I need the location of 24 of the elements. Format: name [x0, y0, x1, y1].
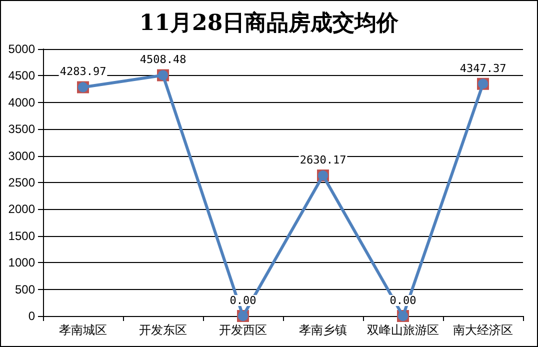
y-tick-label: 5000 [8, 42, 36, 56]
chart-title: 11月28日商品房成交均价 [139, 10, 400, 36]
y-tick-label: 2000 [8, 202, 36, 216]
x-tick-label: 孝南乡镇 [299, 323, 347, 337]
y-tick-label: 4000 [8, 95, 36, 110]
x-tick-label: 开发东区 [139, 323, 187, 337]
data-label: 4347.37 [460, 62, 506, 75]
data-label: 4283.97 [60, 65, 106, 78]
data-label: 0.00 [230, 294, 256, 307]
x-tick-label: 孝南城区 [59, 323, 107, 337]
data-label: 2630.17 [300, 154, 346, 167]
y-tick-label: 2500 [8, 176, 36, 190]
y-tick-label: 1000 [8, 256, 36, 270]
data-label: 0.00 [390, 294, 416, 307]
data-label: 4508.48 [140, 53, 186, 66]
x-tick-label: 双峰山旅游区 [367, 323, 439, 337]
y-tick-label: 4500 [8, 68, 36, 83]
y-tick-label: 0 [28, 309, 36, 323]
x-tick-label: 南大经济区 [453, 323, 513, 337]
y-tick-label: 1500 [8, 228, 36, 243]
y-tick-label: 3000 [8, 148, 36, 163]
y-tick-label: 500 [14, 282, 36, 296]
x-tick-label: 开发西区 [219, 323, 267, 337]
y-tick-label: 3500 [8, 122, 36, 136]
